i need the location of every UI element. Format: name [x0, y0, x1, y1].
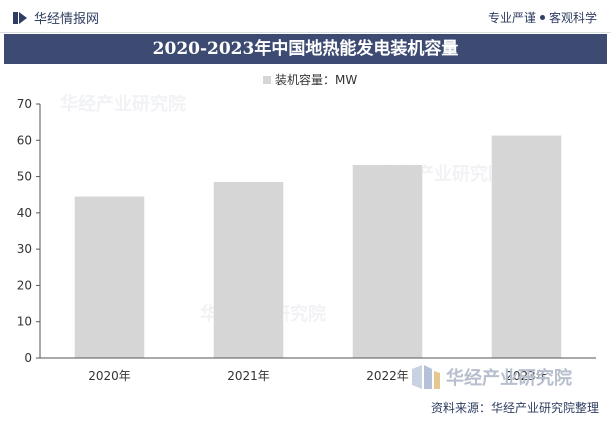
x-tick-label: 2021年 [227, 369, 270, 383]
dot-separator-icon [539, 15, 545, 20]
slogan: 专业严谨 客观科学 [488, 9, 597, 26]
watermark: 华经产业研究院 [60, 94, 186, 115]
y-tick-label: 0 [24, 351, 32, 365]
y-tick-label: 70 [17, 97, 32, 111]
y-tick-label: 20 [17, 278, 32, 292]
brand-name: 华经情报网 [34, 12, 100, 27]
bar [352, 164, 423, 358]
x-tick-label: 2023年 [505, 369, 548, 383]
y-axis: 0 10 20 30 40 50 60 70 [17, 97, 41, 365]
slogan-left: 专业严谨 [487, 11, 536, 25]
y-tick-label: 10 [17, 315, 32, 329]
bars [74, 135, 562, 358]
brand[interactable]: 华经情报网 [12, 8, 99, 27]
top-bar: 华经情报网 专业严谨 客观科学 [0, 0, 611, 33]
corner-logo-text: 华经产业研究院 [446, 368, 572, 389]
brand-logo-icon [13, 11, 27, 24]
x-axis: 2020年 2021年 2022年 2023年 [40, 357, 596, 383]
legend-label: 装机容量：MW [275, 72, 357, 87]
slogan-right: 客观科学 [548, 11, 597, 25]
y-tick-label: 60 [17, 133, 32, 147]
corner-logo-icon [412, 365, 440, 389]
y-tick-label: 30 [17, 242, 32, 256]
legend-swatch [263, 76, 271, 84]
x-tick-label: 2022年 [366, 369, 409, 383]
legend: 装机容量：MW [263, 72, 357, 87]
source-note: 资料来源：华经产业研究院整理 [430, 401, 599, 415]
bar [74, 196, 145, 358]
bar [213, 182, 284, 358]
x-tick-label: 2020年 [88, 369, 131, 383]
chart-title: 2020-2023年中国地热能发电装机容量 [4, 34, 607, 64]
bar [491, 135, 562, 358]
corner-logo: 华经产业研究院 [412, 364, 572, 390]
y-tick-label: 40 [17, 206, 32, 220]
y-tick-label: 50 [17, 170, 32, 184]
